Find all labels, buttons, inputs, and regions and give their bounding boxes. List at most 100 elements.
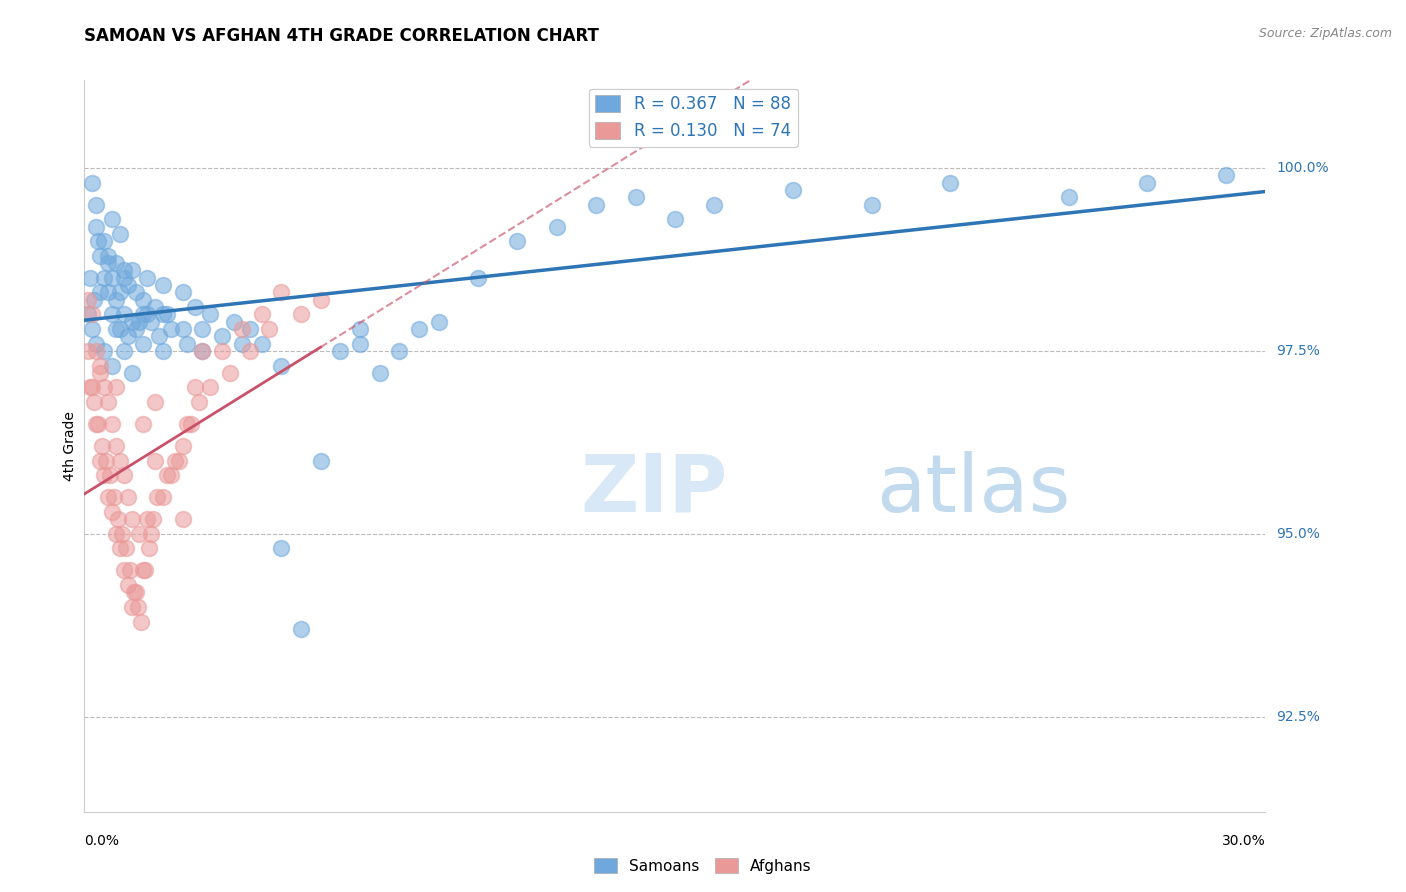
Point xyxy=(860,197,883,211)
Point xyxy=(97,256,120,270)
Point xyxy=(128,315,150,329)
Point xyxy=(84,343,107,358)
Point xyxy=(156,307,179,321)
Point xyxy=(131,615,153,629)
Point xyxy=(89,285,111,300)
Point xyxy=(118,563,141,577)
Text: ZIP: ZIP xyxy=(581,450,728,529)
Point xyxy=(231,336,253,351)
Point xyxy=(104,322,127,336)
Point xyxy=(77,343,100,358)
Point xyxy=(467,270,489,285)
Point xyxy=(83,293,105,307)
Point xyxy=(200,307,222,321)
Point xyxy=(93,234,115,248)
Point xyxy=(117,578,139,592)
Point xyxy=(93,343,115,358)
Text: 0.0%: 0.0% xyxy=(84,834,120,847)
Point xyxy=(132,336,155,351)
Point xyxy=(136,512,159,526)
Point xyxy=(191,343,214,358)
Point xyxy=(121,512,143,526)
Point xyxy=(172,285,194,300)
Point xyxy=(97,395,120,409)
Point xyxy=(121,263,143,277)
Point xyxy=(152,490,174,504)
Point xyxy=(163,453,186,467)
Point xyxy=(211,329,233,343)
Point xyxy=(89,359,111,373)
Point xyxy=(270,359,292,373)
Point xyxy=(143,453,166,467)
Text: 92.5%: 92.5% xyxy=(1277,710,1320,723)
Point xyxy=(121,599,143,614)
Point xyxy=(101,359,124,373)
Point xyxy=(97,249,120,263)
Point xyxy=(1136,176,1159,190)
Point xyxy=(939,176,962,190)
Point xyxy=(259,322,281,336)
Point xyxy=(98,468,121,483)
Point xyxy=(172,512,194,526)
Point xyxy=(231,322,253,336)
Point xyxy=(191,343,214,358)
Point xyxy=(211,343,233,358)
Point xyxy=(408,322,430,336)
Text: Source: ZipAtlas.com: Source: ZipAtlas.com xyxy=(1258,27,1392,40)
Point xyxy=(117,329,139,343)
Point xyxy=(782,183,804,197)
Point xyxy=(141,315,163,329)
Point xyxy=(664,212,686,227)
Point xyxy=(77,293,100,307)
Point xyxy=(132,293,155,307)
Point xyxy=(167,453,190,467)
Point xyxy=(585,197,607,211)
Legend: R = 0.367   N = 88, R = 0.130   N = 74: R = 0.367 N = 88, R = 0.130 N = 74 xyxy=(589,88,797,146)
Point xyxy=(87,417,110,431)
Point xyxy=(132,563,155,577)
Point xyxy=(101,270,124,285)
Point xyxy=(97,285,120,300)
Point xyxy=(152,278,174,293)
Point xyxy=(183,380,205,394)
Point xyxy=(124,322,146,336)
Point xyxy=(82,322,104,336)
Point xyxy=(176,336,198,351)
Point xyxy=(388,343,411,358)
Point xyxy=(141,526,163,541)
Point xyxy=(506,234,529,248)
Point xyxy=(108,322,131,336)
Point xyxy=(89,366,111,380)
Point xyxy=(97,490,120,504)
Point xyxy=(136,307,159,321)
Point xyxy=(117,278,139,293)
Point xyxy=(101,212,124,227)
Point xyxy=(124,585,146,599)
Point xyxy=(108,227,131,241)
Point xyxy=(148,329,170,343)
Point xyxy=(82,307,104,321)
Point xyxy=(91,439,114,453)
Point xyxy=(104,293,127,307)
Point xyxy=(94,453,117,467)
Point xyxy=(156,468,179,483)
Point xyxy=(128,526,150,541)
Point xyxy=(84,336,107,351)
Point xyxy=(136,270,159,285)
Point xyxy=(152,307,174,321)
Point xyxy=(121,315,143,329)
Point xyxy=(239,322,262,336)
Point xyxy=(160,468,183,483)
Point xyxy=(132,307,155,321)
Point xyxy=(89,249,111,263)
Point xyxy=(84,197,107,211)
Text: 95.0%: 95.0% xyxy=(1277,527,1320,541)
Point xyxy=(368,366,391,380)
Point xyxy=(200,380,222,394)
Point xyxy=(108,453,131,467)
Point xyxy=(79,380,101,394)
Text: atlas: atlas xyxy=(876,450,1070,529)
Point xyxy=(82,176,104,190)
Point xyxy=(111,526,134,541)
Point xyxy=(138,541,160,556)
